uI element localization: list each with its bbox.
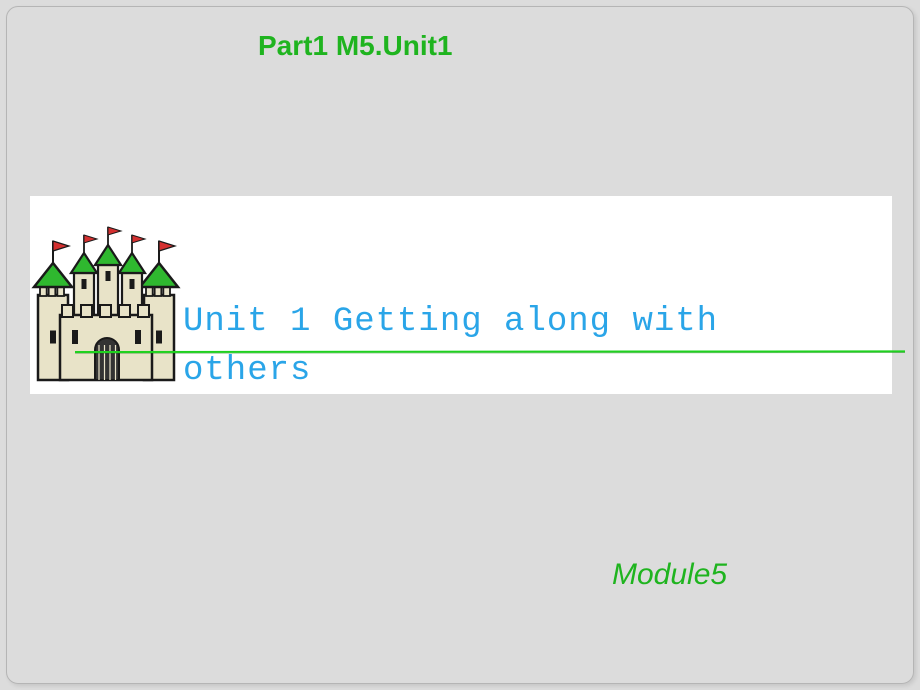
header-label: Part1 M5.Unit1: [258, 30, 453, 62]
castle-icon: [20, 195, 190, 390]
module-label: Module5: [612, 558, 727, 592]
unit-title: Unit 1 Getting along with others: [183, 298, 823, 397]
